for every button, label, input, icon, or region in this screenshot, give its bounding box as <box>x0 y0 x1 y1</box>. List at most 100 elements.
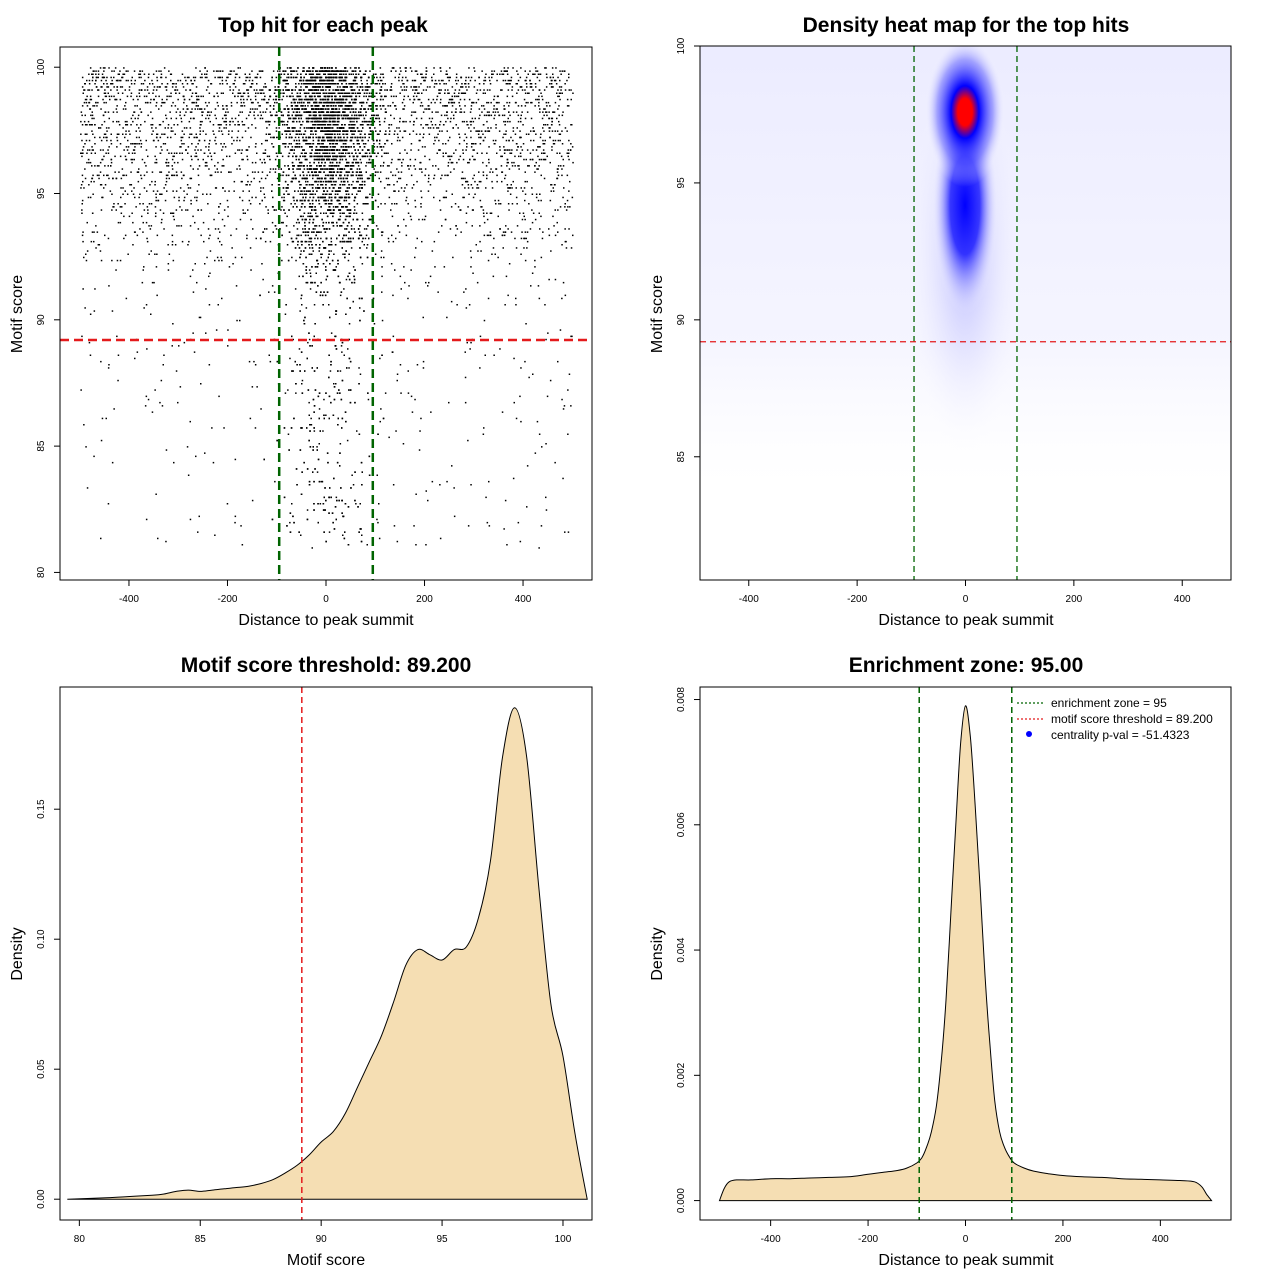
scatter-point <box>170 212 172 214</box>
scatter-point <box>230 70 233 72</box>
scatter-point <box>483 108 486 110</box>
scatter-point <box>283 120 285 123</box>
scatter-point <box>256 152 258 154</box>
scatter-point <box>206 76 208 79</box>
scatter-point <box>373 114 376 117</box>
scatter-point <box>405 67 407 69</box>
scatter-point <box>88 89 91 91</box>
scatter-point <box>473 127 475 129</box>
scatter-point <box>455 234 457 237</box>
scatter-point <box>220 244 223 246</box>
scatter-point <box>448 92 450 94</box>
scatter-point <box>377 228 379 230</box>
scatter-point <box>263 458 265 461</box>
scatter-point <box>542 127 544 129</box>
scatter-point <box>478 76 480 79</box>
scatter-point <box>171 83 174 85</box>
scatter-point <box>170 136 172 139</box>
scatter-point <box>101 196 103 199</box>
scatter-point <box>121 168 124 170</box>
scatter-point <box>378 120 381 123</box>
scatter-point <box>254 427 257 429</box>
scatter-point <box>533 130 535 132</box>
scatter-point <box>287 193 289 195</box>
scatter-point <box>386 139 389 142</box>
scatter-point <box>484 76 486 79</box>
scatter-point <box>298 83 300 85</box>
scatter-point <box>451 95 453 98</box>
scatter-point <box>383 105 385 107</box>
scatter-point <box>147 212 149 214</box>
scatter-point <box>384 83 386 85</box>
scatter-point <box>178 225 180 227</box>
scatter-point <box>318 231 321 233</box>
scatter-point <box>160 105 163 107</box>
scatter-point <box>225 127 227 129</box>
scatter-point <box>508 101 511 104</box>
scatter-point <box>532 73 534 75</box>
scatter-point <box>208 143 210 145</box>
scatter-point <box>187 152 189 154</box>
scatter-point <box>313 304 316 306</box>
scatter-point <box>436 127 438 129</box>
scatter-point <box>415 493 417 495</box>
scatter-point <box>143 174 146 177</box>
scatter-point <box>393 525 396 527</box>
scatter-panel: Top hit for each peak -400 -200 0 200 400808… <box>9 14 593 629</box>
scatter-point <box>445 120 447 123</box>
scatter-point <box>181 177 183 180</box>
scatter-point <box>234 521 236 524</box>
scatter-point <box>104 89 106 91</box>
scatter-point <box>406 86 408 88</box>
scatter-point <box>391 215 394 218</box>
scatter-point <box>328 206 330 208</box>
scatter-point <box>544 108 546 110</box>
scatter-point <box>419 105 422 107</box>
scatter-point <box>302 120 304 123</box>
scatter-point <box>267 212 269 214</box>
scatter-point <box>339 79 341 82</box>
scatter-point <box>410 395 413 398</box>
scatter-point <box>526 247 528 249</box>
scatter-point <box>421 171 423 173</box>
scatter-point <box>217 124 220 126</box>
scatter-point <box>549 199 552 202</box>
scatter-point <box>145 395 148 398</box>
scatter-point <box>494 111 497 113</box>
scatter-point <box>232 83 235 85</box>
scatter-point <box>323 398 325 401</box>
scatter-point <box>139 139 142 142</box>
scatter-point <box>291 256 293 259</box>
scatter-point <box>160 193 162 195</box>
scatter-point <box>420 190 422 192</box>
scatter-point <box>81 105 84 107</box>
scatter-point <box>194 263 196 265</box>
scatter-point <box>460 231 462 233</box>
scatter-point <box>251 79 254 82</box>
scatter-point <box>401 76 404 79</box>
scatter-point <box>246 184 248 186</box>
scatter-point <box>466 180 469 183</box>
scatter-point <box>447 165 449 167</box>
scatter-point <box>401 79 403 82</box>
scatter-point <box>106 76 108 79</box>
scatter-point <box>483 79 485 82</box>
scatter-point <box>183 196 186 199</box>
scatter-point <box>140 146 142 148</box>
scatter-point <box>393 117 395 120</box>
scatter-point <box>136 234 139 237</box>
scatter-point <box>474 79 476 82</box>
scatter-point <box>537 146 539 148</box>
scatter-point <box>501 180 503 183</box>
scatter-point <box>492 171 494 173</box>
scatter-point <box>403 120 405 123</box>
scatter-point <box>139 228 141 230</box>
scatter-point <box>217 161 219 164</box>
scatter-point <box>416 92 419 94</box>
scatter-point <box>430 120 432 123</box>
scatter-point <box>350 136 352 139</box>
scatter-point <box>92 149 94 151</box>
scatter-point <box>315 130 318 132</box>
scatter-point <box>81 212 83 214</box>
scatter-point <box>465 149 467 151</box>
